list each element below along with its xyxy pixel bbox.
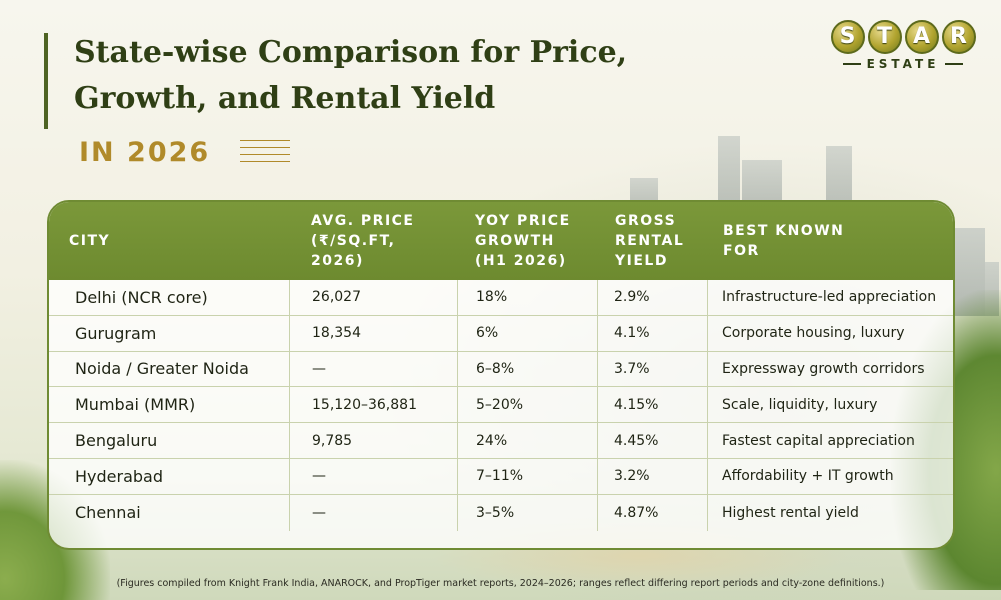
column-header-known-for: BEST KNOWN FOR (723, 223, 845, 259)
table-row: Noida / Greater Noida — 6–8% 3.7% Expres… (49, 351, 953, 388)
table-row: Mumbai (MMR) 15,120–36,881 5–20% 4.15% S… (49, 387, 953, 424)
cell-price: — (289, 458, 457, 494)
cell-growth: 6% (457, 315, 597, 351)
comparison-table: CITY AVG. PRICE (₹/SQ.FT, 2026) YOY PRIC… (47, 200, 955, 550)
cell-known-for: Expressway growth corridors (707, 351, 953, 387)
table-row: Chennai — 3–5% 4.87% Highest rental yiel… (49, 494, 953, 531)
skyline-tower (826, 146, 852, 206)
column-header-growth: YOY PRICE GROWTH (H1 2026) (475, 213, 571, 269)
cell-yield: 3.2% (597, 458, 707, 494)
cell-known-for: Corporate housing, luxury (707, 315, 953, 351)
cell-price: 26,027 (289, 280, 457, 315)
cell-growth: 3–5% (457, 494, 597, 531)
cell-known-for: Affordability + IT growth (707, 458, 953, 494)
table-row: Hyderabad — 7–11% 3.2% Affordability + I… (49, 458, 953, 495)
cell-yield: 4.87% (597, 494, 707, 531)
title-accent-bar (44, 33, 48, 129)
logo-subtext-row: ESTATE (828, 57, 978, 71)
page-title: State-wise Comparison for Price, Growth,… (74, 35, 628, 116)
cell-price: 9,785 (289, 423, 457, 458)
cell-growth: 5–20% (457, 387, 597, 423)
cell-price: — (289, 494, 457, 531)
cell-yield: 2.9% (597, 280, 707, 315)
logo-letter: T (867, 20, 902, 54)
cell-city: Chennai (75, 503, 141, 523)
cell-city: Gurugram (75, 323, 157, 343)
cell-growth: 6–8% (457, 351, 597, 387)
logo-letters: S T A R (828, 20, 978, 54)
cell-city: Hyderabad (75, 466, 163, 486)
logo-letter: R (941, 20, 976, 54)
skyline-tower (718, 136, 740, 206)
cell-known-for: Infrastructure-led appreciation (707, 280, 953, 315)
column-header-city: CITY (69, 233, 111, 249)
table-row: Bengaluru 9,785 24% 4.45% Fastest capita… (49, 423, 953, 459)
cell-yield: 4.45% (597, 423, 707, 458)
cell-city: Delhi (NCR core) (75, 287, 208, 307)
cell-growth: 7–11% (457, 458, 597, 494)
logo-rule (945, 63, 964, 65)
cell-city: Noida / Greater Noida (75, 359, 249, 379)
column-header-yield: GROSS RENTAL YIELD (615, 213, 685, 269)
table-row: Delhi (NCR core) 26,027 18% 2.9% Infrast… (49, 280, 953, 316)
cell-city: Bengaluru (75, 431, 158, 451)
brand-logo: S T A R ESTATE (828, 20, 978, 82)
table-body: Delhi (NCR core) 26,027 18% 2.9% Infrast… (49, 280, 953, 531)
page-subtitle: IN 2026 (79, 137, 211, 168)
cell-price: 15,120–36,881 (289, 387, 457, 423)
subtitle-decor-lines (240, 140, 290, 164)
cell-known-for: Fastest capital appreciation (707, 423, 953, 458)
logo-subtext: ESTATE (866, 57, 940, 71)
table-header: CITY AVG. PRICE (₹/SQ.FT, 2026) YOY PRIC… (49, 202, 953, 280)
column-header-price: AVG. PRICE (₹/SQ.FT, 2026) (311, 213, 415, 269)
cell-growth: 18% (457, 280, 597, 315)
source-footnote: (Figures compiled from Knight Frank Indi… (116, 578, 885, 589)
cell-known-for: Highest rental yield (707, 494, 953, 531)
table-row: Gurugram 18,354 6% 4.1% Corporate housin… (49, 315, 953, 352)
logo-letter: S (830, 20, 865, 54)
cell-known-for: Scale, liquidity, luxury (707, 387, 953, 423)
cell-yield: 4.1% (597, 315, 707, 351)
cell-growth: 24% (457, 423, 597, 458)
cell-city: Mumbai (MMR) (75, 395, 196, 415)
cell-yield: 4.15% (597, 387, 707, 423)
skyline-tower (985, 262, 999, 316)
cell-price: — (289, 351, 457, 387)
skyline-tower (955, 228, 985, 316)
logo-rule (842, 63, 861, 65)
cell-price: 18,354 (289, 315, 457, 351)
logo-letter: A (904, 20, 939, 54)
cell-yield: 3.7% (597, 351, 707, 387)
